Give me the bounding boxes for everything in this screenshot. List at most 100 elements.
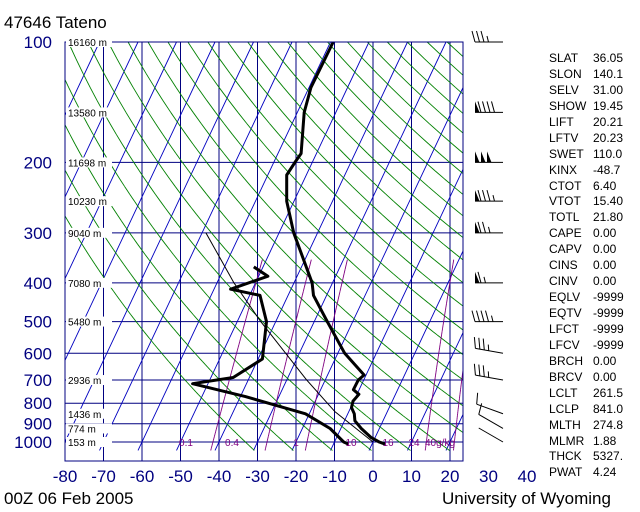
index-value: 21.80 (593, 210, 624, 225)
dry-adiabat-line (304, 331, 309, 336)
dry-adiabat-line (207, 366, 211, 371)
height-label: 1436 m (68, 410, 101, 421)
dry-adiabat-line (101, 273, 105, 279)
dry-adiabat-line (421, 374, 426, 378)
index-row: LFTV 20.23 (549, 131, 629, 147)
dry-adiabat-line (380, 369, 385, 373)
dry-adiabat-line (278, 402, 282, 406)
dry-adiabat-line (135, 321, 140, 326)
dry-adiabat-line (121, 143, 129, 154)
dry-adiabat-line (426, 207, 436, 215)
dry-adiabat-line (352, 162, 362, 172)
mixing-ratio-line (341, 278, 344, 283)
dry-adiabat-line (266, 391, 270, 395)
dry-adiabat-line (349, 372, 354, 376)
mixing-ratio-line (318, 382, 321, 386)
index-row: LFCT -9999 (549, 322, 629, 338)
dry-adiabat-line (417, 133, 430, 145)
dry-adiabat-line (369, 87, 383, 101)
dry-adiabat-line (453, 186, 463, 195)
barb-staff (478, 427, 504, 443)
dry-adiabat-line (351, 434, 355, 438)
mixing-ratio-line (237, 344, 240, 348)
dry-adiabat-line (199, 153, 208, 163)
dry-adiabat-line (201, 220, 207, 228)
dry-adiabat-line (384, 372, 388, 376)
dry-adiabat-line (252, 344, 256, 348)
dry-adiabat-line (254, 379, 258, 383)
mixing-ratio-line (227, 382, 230, 386)
dry-adiabat-line (227, 352, 232, 357)
dry-adiabat-line (419, 200, 428, 209)
dry-adiabat-line (269, 393, 273, 397)
dry-adiabat-line (432, 438, 436, 441)
dry-adiabat-line (354, 436, 357, 439)
dry-adiabat-line (94, 264, 99, 270)
dry-adiabat-line (202, 361, 206, 365)
isotherm-line (64, 41, 177, 279)
mixing-ratio-line (222, 403, 224, 406)
mixing-ratio-line (242, 324, 245, 329)
dry-adiabat-line (437, 386, 442, 391)
barb-flag (482, 190, 486, 202)
dry-adiabat-line (225, 282, 231, 288)
dry-adiabat-line (411, 366, 416, 371)
parcel-segment (260, 321, 308, 381)
dry-adiabat-line (371, 133, 383, 145)
dry-adiabat-line (394, 438, 398, 441)
dry-adiabat-line (252, 448, 255, 451)
dry-adiabat-line (269, 207, 277, 215)
dry-adiabat-line (116, 295, 120, 300)
index-value: -48.7 (593, 162, 621, 177)
mixing-ratio-line (292, 328, 295, 332)
dry-adiabat-line (381, 214, 390, 222)
mixing-ratio-line (319, 377, 322, 381)
dry-adiabat-line (249, 214, 256, 222)
plot-frame (64, 41, 464, 462)
dry-adiabat-line (377, 366, 382, 371)
dry-adiabat-line (305, 302, 311, 308)
dry-adiabat-line (116, 58, 126, 74)
dry-adiabat-line (192, 350, 196, 354)
dry-adiabat-line (396, 382, 401, 386)
dry-adiabat-line (381, 398, 385, 402)
mixing-ratio-line (305, 278, 308, 283)
dry-adiabat-line (207, 331, 212, 336)
dry-adiabat-line (309, 430, 313, 434)
height-label: 774 m (68, 424, 96, 435)
dry-adiabat-line (145, 143, 153, 154)
dry-adiabat-line (364, 328, 370, 333)
dry-adiabat-line (173, 291, 178, 296)
dry-adiabat-line (260, 112, 271, 124)
dry-adiabat-line (68, 87, 76, 101)
dry-adiabat-line (82, 73, 91, 88)
dry-adiabat-line (319, 407, 323, 410)
index-row: CINS 0.00 (549, 258, 629, 274)
height-label-bg (66, 375, 112, 386)
dry-adiabat-line (218, 87, 230, 101)
dry-adiabat-line (422, 226, 431, 234)
height-label: 16160 m (68, 38, 107, 49)
dry-adiabat-line (212, 409, 216, 413)
dry-adiabat-line (429, 123, 442, 135)
dry-adiabat-line (232, 429, 235, 432)
dry-adiabat-line (428, 328, 434, 333)
dry-adiabat-line (436, 334, 442, 339)
dry-adiabat-line (340, 306, 346, 312)
mixing-ratio-line (219, 411, 222, 414)
dry-adiabat-line (161, 314, 166, 319)
dry-adiabat-line (347, 232, 355, 239)
mixing-ratio-line (235, 353, 237, 357)
dry-adiabat-line (162, 100, 172, 113)
dry-adiabat-line (399, 441, 402, 445)
dry-adiabat-line (386, 41, 405, 59)
dry-adiabat-line (449, 369, 454, 373)
dry-adiabat-line (314, 282, 320, 288)
dry-adiabat-line (317, 344, 322, 348)
dry-adiabat-line (127, 310, 132, 315)
dry-adiabat-line (389, 405, 393, 408)
dry-adiabat-line (225, 249, 231, 255)
dry-adiabat-line (343, 337, 348, 342)
dry-adiabat-line (133, 162, 140, 172)
dry-adiabat-line (320, 439, 323, 443)
